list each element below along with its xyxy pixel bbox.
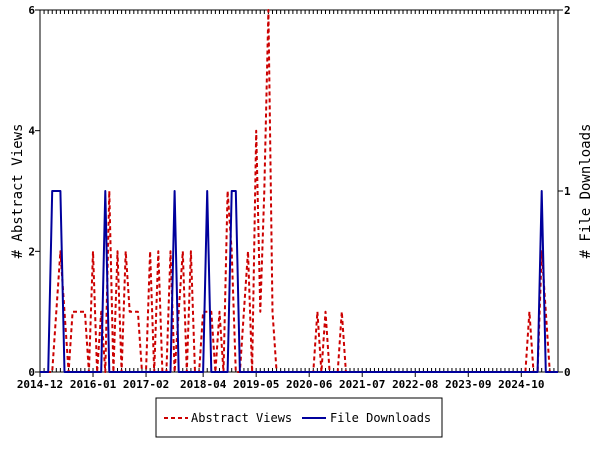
y-axis-right-title: # File Downloads xyxy=(578,124,594,259)
x-tick-label: 2021-07 xyxy=(339,378,385,391)
y-axis-left-title: # Abstract Views xyxy=(10,124,26,259)
y-right-tick-label: 0 xyxy=(564,366,571,379)
y-right-tick-label: 2 xyxy=(564,4,571,17)
x-tick-label: 2024-10 xyxy=(498,378,544,391)
x-tick-label: 2020-06 xyxy=(286,378,333,391)
x-tick-label: 2014-12 xyxy=(17,378,63,391)
x-tick-label: 2022-08 xyxy=(392,378,438,391)
legend-label-file-downloads: File Downloads xyxy=(330,411,431,425)
legend-box xyxy=(155,397,443,438)
y-left-tick-label: 6 xyxy=(28,4,35,17)
y-left-tick-label: 4 xyxy=(28,125,35,138)
y-right-tick-label: 1 xyxy=(564,185,571,198)
series-line-file-downloads xyxy=(40,190,558,373)
y-axis-left: 0 2 4 6 xyxy=(28,4,40,379)
y-axis-right: 0 1 2 xyxy=(558,4,571,379)
series-layer xyxy=(40,9,558,373)
x-tick-label: 2023-09 xyxy=(445,378,491,391)
x-tick-label: 2016-01 xyxy=(70,378,117,391)
x-tick-label: 2019-05 xyxy=(233,378,279,391)
legend: Abstract Views File Downloads xyxy=(155,397,443,438)
plot-area xyxy=(39,9,559,373)
x-tick-label: 2018-04 xyxy=(180,378,227,391)
y-left-tick-label: 0 xyxy=(28,366,35,379)
legend-label-abstract-views: Abstract Views xyxy=(191,411,292,425)
y-left-tick-label: 2 xyxy=(28,245,35,258)
x-tick-label: 2017-02 xyxy=(123,378,169,391)
x-axis-labels: 2014-12 2016-01 2017-02 2018-04 2019-05 2020-… xyxy=(17,372,544,391)
